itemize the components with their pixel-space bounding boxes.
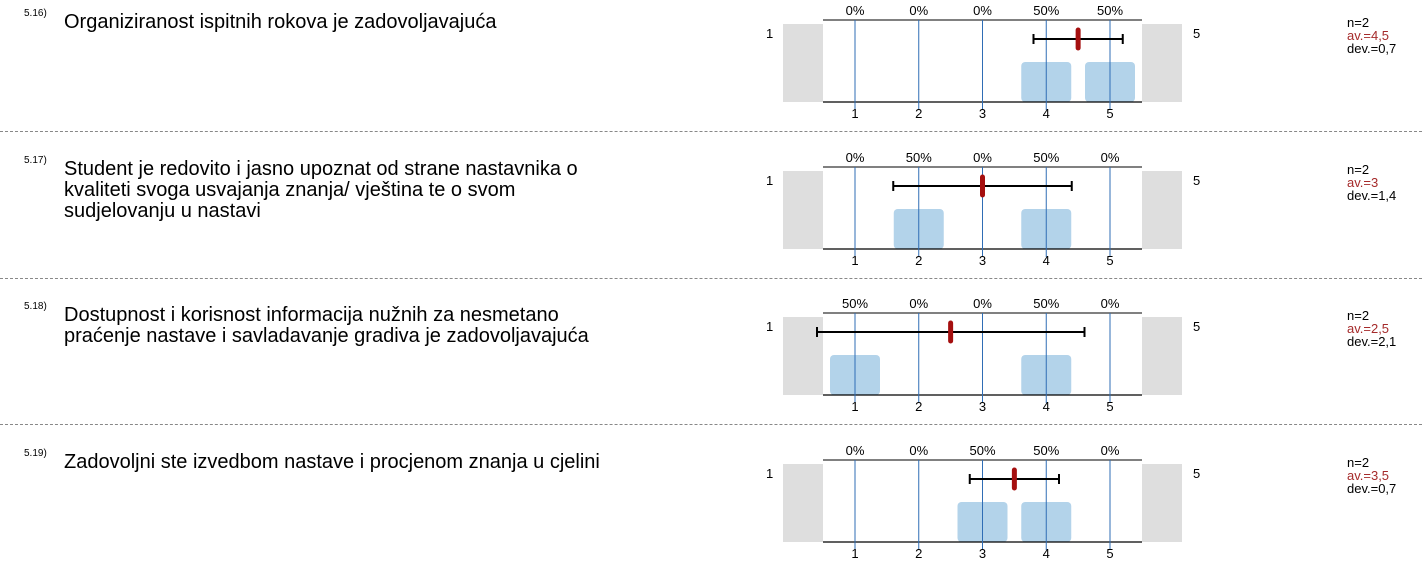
- stat-deviation: dev.=0,7: [1347, 41, 1397, 56]
- stat-n: n=2: [1347, 308, 1370, 323]
- stat-average: av.=3,5: [1347, 468, 1390, 483]
- scale-min-block: [783, 24, 823, 102]
- percent-label: 0%: [1101, 296, 1120, 311]
- stats-summary: n=2 av.=2,5 dev.=2,1: [1347, 309, 1396, 348]
- question-number: 5.19): [24, 448, 47, 459]
- scale-max-label: 5: [1193, 319, 1201, 334]
- percent-label: 0%: [1101, 150, 1120, 165]
- tick-label: 2: [915, 253, 922, 268]
- question-block: 5.17) Student je redovito i jasno upozna…: [0, 147, 1422, 292]
- histogram-chart: 50% 1 0% 2 0% 3 50% 4 0% 5: [783, 296, 1182, 414]
- histogram-chart: 0% 1 0% 2 50% 3 50% 4 0% 5: [783, 443, 1182, 561]
- stat-n: n=2: [1347, 15, 1370, 30]
- scale-min-label: 1: [766, 26, 774, 41]
- tick-label: 4: [1043, 106, 1050, 121]
- percent-label: 50%: [1033, 3, 1059, 18]
- stat-n: n=2: [1347, 455, 1370, 470]
- question-text: Student je redovito i jasno upoznat od s…: [64, 158, 578, 222]
- scale-min-block: [783, 464, 823, 542]
- percent-label: 0%: [909, 3, 928, 18]
- stat-deviation: dev.=1,4: [1347, 188, 1397, 203]
- percent-label: 50%: [906, 150, 932, 165]
- percent-label: 0%: [1101, 443, 1120, 458]
- stat-n: n=2: [1347, 162, 1370, 177]
- tick-label: 1: [851, 253, 858, 268]
- tick-label: 5: [1106, 546, 1113, 561]
- percent-label: 50%: [1033, 296, 1059, 311]
- percent-label: 0%: [909, 296, 928, 311]
- percent-label: 50%: [1033, 150, 1059, 165]
- scale-max-label: 5: [1193, 466, 1201, 481]
- question-block: 5.18) Dostupnost i korisnost informacija…: [0, 293, 1422, 438]
- tick-label: 3: [979, 546, 986, 561]
- percent-label: 0%: [909, 443, 928, 458]
- scale-min-label: 1: [766, 173, 774, 188]
- tick-label: 3: [979, 106, 986, 121]
- tick-label: 2: [915, 106, 922, 121]
- stat-average: av.=4,5: [1347, 28, 1390, 43]
- question-number: 5.18): [24, 301, 47, 312]
- stat-average: av.=3: [1347, 175, 1379, 190]
- percent-label: 0%: [973, 3, 992, 18]
- percent-label: 0%: [846, 3, 865, 18]
- histogram-chart: 0% 1 50% 2 0% 3 50% 4 0% 5: [783, 150, 1182, 268]
- tick-label: 1: [851, 546, 858, 561]
- tick-label: 3: [979, 399, 986, 414]
- section-divider: [0, 278, 1422, 279]
- stat-average: av.=2,5: [1347, 321, 1390, 336]
- question-text: Zadovoljni ste izvedbom nastave i procje…: [64, 451, 600, 473]
- tick-label: 3: [979, 253, 986, 268]
- section-divider: [0, 131, 1422, 132]
- tick-label: 1: [851, 399, 858, 414]
- percent-label: 0%: [846, 443, 865, 458]
- tick-label: 4: [1043, 253, 1050, 268]
- question-block: 5.16) Organiziranost ispitnih rokova je …: [0, 0, 1422, 145]
- scale-max-block: [1142, 171, 1182, 249]
- scale-max-block: [1142, 24, 1182, 102]
- question-number: 5.16): [24, 8, 47, 19]
- percent-label: 50%: [969, 443, 995, 458]
- stat-deviation: dev.=0,7: [1347, 481, 1397, 496]
- scale-max-block: [1142, 317, 1182, 395]
- tick-label: 4: [1043, 399, 1050, 414]
- scale-max-block: [1142, 464, 1182, 542]
- section-divider: [0, 424, 1422, 425]
- stats-summary: n=2 av.=4,5 dev.=0,7: [1347, 16, 1396, 55]
- stat-deviation: dev.=2,1: [1347, 334, 1397, 349]
- tick-label: 2: [915, 399, 922, 414]
- tick-label: 2: [915, 546, 922, 561]
- tick-label: 5: [1106, 399, 1113, 414]
- percent-label: 50%: [842, 296, 868, 311]
- stats-summary: n=2 av.=3,5 dev.=0,7: [1347, 456, 1396, 495]
- tick-label: 1: [851, 106, 858, 121]
- histogram-chart: 0% 1 0% 2 0% 3 50% 4 50% 5: [783, 3, 1182, 121]
- scale-min-label: 1: [766, 319, 774, 334]
- percent-label: 0%: [973, 296, 992, 311]
- scale-max-label: 5: [1193, 173, 1201, 188]
- scale-max-label: 5: [1193, 26, 1201, 41]
- stats-summary: n=2 av.=3 dev.=1,4: [1347, 163, 1396, 202]
- question-text: Dostupnost i korisnost informacija nužni…: [64, 304, 589, 347]
- scale-min-block: [783, 171, 823, 249]
- percent-label: 50%: [1033, 443, 1059, 458]
- tick-label: 5: [1106, 253, 1113, 268]
- percent-label: 0%: [973, 150, 992, 165]
- question-text: Organiziranost ispitnih rokova je zadovo…: [64, 11, 497, 33]
- tick-label: 4: [1043, 546, 1050, 561]
- tick-label: 5: [1106, 106, 1113, 121]
- scale-min-label: 1: [766, 466, 774, 481]
- question-number: 5.17): [24, 155, 47, 166]
- question-block: 5.19) Zadovoljni ste izvedbom nastave i …: [0, 440, 1422, 585]
- percent-label: 50%: [1097, 3, 1123, 18]
- percent-label: 0%: [846, 150, 865, 165]
